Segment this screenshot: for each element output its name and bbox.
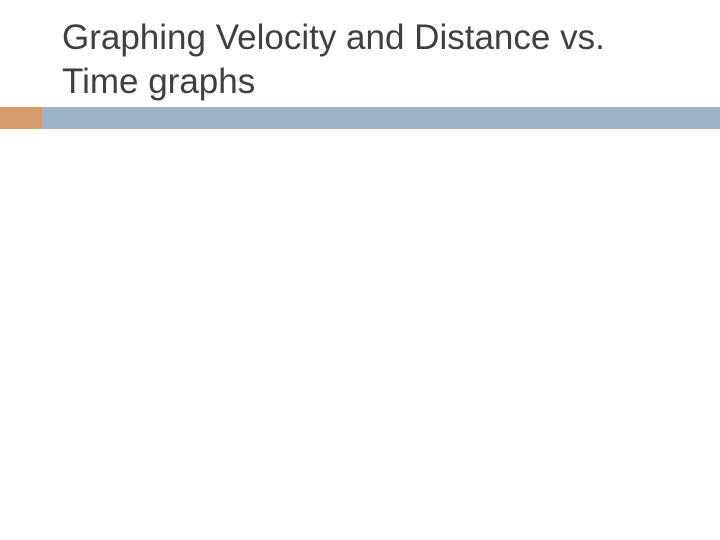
title-underline xyxy=(42,107,720,129)
slide-title: Graphing Velocity and Distance vs. Time … xyxy=(62,16,690,104)
slide-container: Graphing Velocity and Distance vs. Time … xyxy=(0,0,720,540)
accent-block xyxy=(0,107,42,129)
